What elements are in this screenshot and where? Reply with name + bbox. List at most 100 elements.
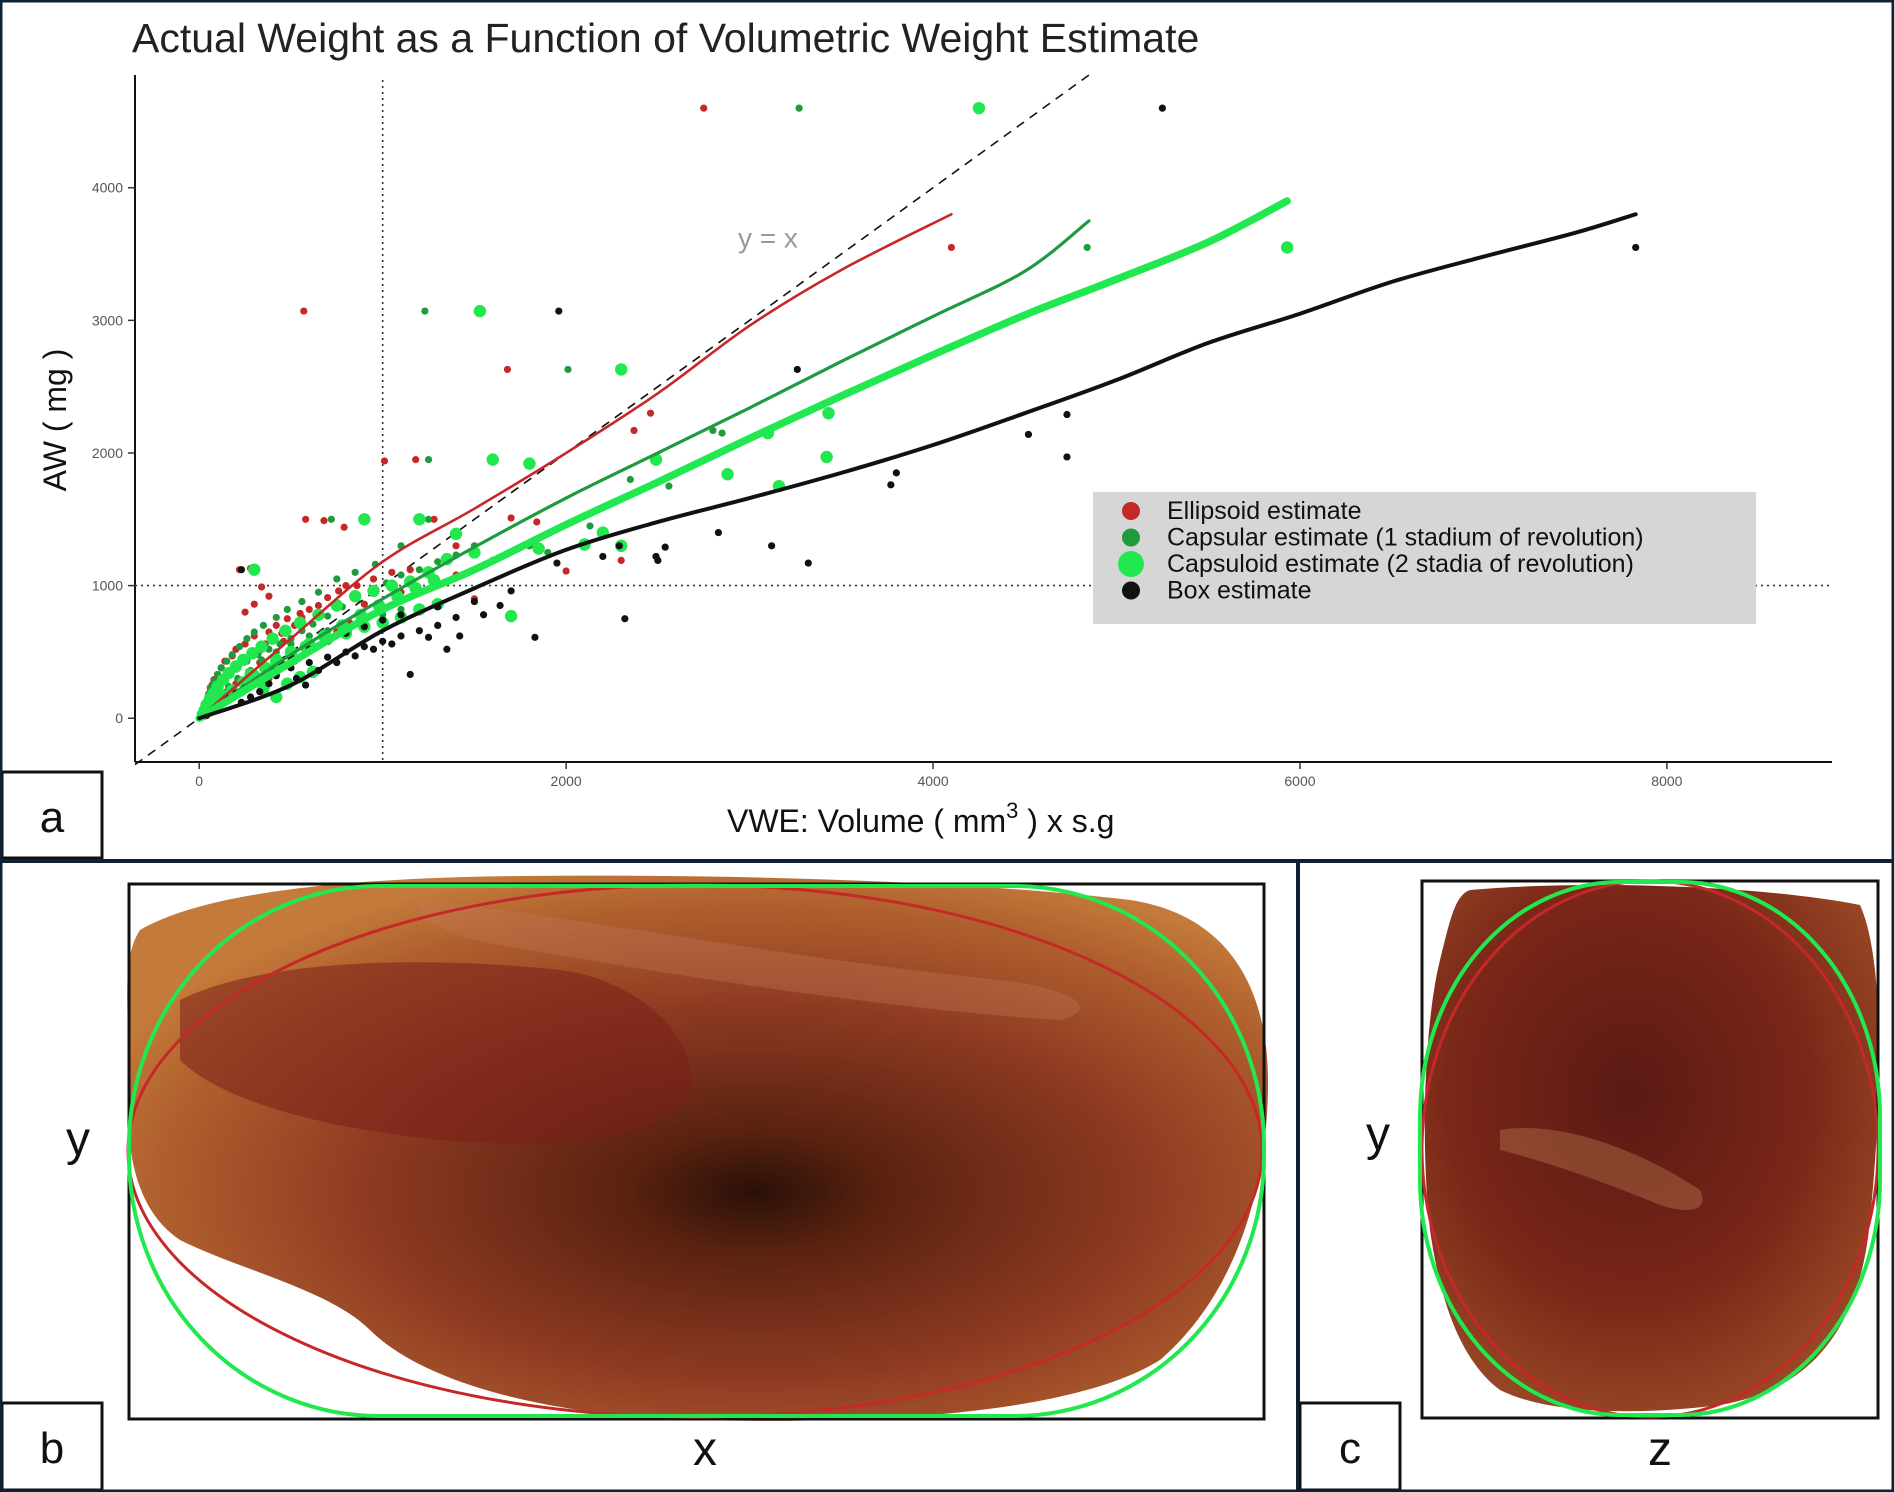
- data-point-box: [360, 643, 368, 651]
- data-point-capsuloid: [358, 513, 371, 526]
- data-point-box: [351, 652, 359, 660]
- data-point-capsular: [397, 571, 405, 579]
- data-point-capsular: [223, 657, 231, 665]
- data-point-capsular: [305, 632, 313, 640]
- legend-label-capsular: Capsular estimate (1 stadium of revoluti…: [1167, 524, 1644, 552]
- data-point-ellipsoid: [617, 556, 625, 565]
- data-point-capsuloid: [348, 590, 362, 603]
- panel-a-label: a: [40, 793, 65, 842]
- data-point-capsuloid: [293, 616, 307, 629]
- data-point-capsular: [1083, 243, 1091, 252]
- data-point-ellipsoid: [412, 456, 420, 464]
- panel-c-y-label: y: [1366, 1108, 1390, 1161]
- data-point-capsular: [314, 588, 323, 596]
- y-axis-label: AW ( mg ): [37, 349, 73, 492]
- data-point-capsular: [626, 475, 634, 484]
- legend-background: [1093, 492, 1756, 624]
- panel-divider-vertical: [1296, 861, 1300, 1492]
- data-point-box: [654, 556, 662, 565]
- data-point-capsuloid: [532, 542, 545, 555]
- data-point-ellipsoid: [360, 600, 368, 608]
- data-point-box: [615, 542, 623, 550]
- data-point-capsular: [243, 635, 251, 643]
- data-point-box: [714, 528, 723, 537]
- data-point-capsuloid: [367, 584, 380, 598]
- data-point-ellipsoid: [406, 566, 414, 574]
- panel-a-label-box: [0, 770, 104, 860]
- y-tick-label: 4000: [92, 180, 123, 196]
- seed-end-highlight: [1500, 1128, 1703, 1210]
- seed-side-highlight: [180, 962, 692, 1144]
- data-point-ellipsoid: [257, 583, 266, 591]
- capsuloid-outline-side: [127, 884, 1266, 1418]
- data-point-capsuloid: [246, 647, 259, 660]
- data-point-capsular: [665, 482, 673, 490]
- data-point-capsuloid: [413, 513, 426, 526]
- panel-b: y x b: [0, 863, 1296, 1492]
- data-point-capsuloid: [486, 453, 499, 466]
- data-point-box: [406, 670, 414, 679]
- data-point-capsular: [250, 628, 258, 636]
- panel-c-label: c: [1339, 1424, 1361, 1473]
- data-point-ellipsoid: [630, 426, 638, 435]
- data-point-capsular: [283, 605, 291, 614]
- seed-side-ridge: [418, 900, 1080, 1020]
- x-tick-label: 6000: [1284, 773, 1315, 789]
- x-tick-label: 4000: [917, 773, 948, 789]
- data-point-capsular: [228, 650, 236, 659]
- data-point-capsular: [718, 429, 726, 437]
- legend-swatch-box: [1122, 581, 1140, 600]
- x-axis-label-suffix: ) x s.g: [1018, 803, 1114, 839]
- data-point-capsular: [795, 104, 803, 112]
- data-point-box: [265, 680, 273, 688]
- plot-area: 0 2000 4000 6000 8000 0 1000 2000 3000 4000 y = x: [92, 74, 1832, 789]
- data-point-box: [452, 613, 460, 622]
- data-point-box: [379, 637, 387, 645]
- data-point-capsular: [351, 568, 359, 576]
- identity-line-label: y = x: [738, 222, 798, 253]
- data-point-ellipsoid: [503, 365, 512, 374]
- data-point-capsular: [287, 640, 295, 648]
- panel-a: Actual Weight as a Function of Volumetri…: [0, 2, 1892, 860]
- data-point-box: [1632, 243, 1640, 252]
- data-point-ellipsoid: [369, 575, 378, 583]
- y-tick-label: 0: [115, 710, 123, 726]
- data-point-capsuloid: [255, 640, 268, 653]
- data-point-ellipsoid: [388, 568, 396, 576]
- y-tick-label: 2000: [92, 445, 123, 461]
- panel-c-label-box: [1298, 1401, 1402, 1492]
- data-point-box: [369, 645, 378, 653]
- data-point-box: [555, 307, 563, 315]
- data-point-ellipsoid: [302, 515, 310, 523]
- x-axis-label-sup: 3: [1006, 798, 1018, 823]
- data-point-capsular: [424, 456, 433, 464]
- data-point-box: [1063, 410, 1071, 419]
- data-point-box: [1158, 104, 1166, 112]
- y-tick-label: 3000: [92, 312, 123, 328]
- data-point-box: [388, 640, 396, 648]
- data-point-ellipsoid: [272, 621, 280, 629]
- data-point-ellipsoid: [533, 518, 541, 526]
- ylabel-group: AW ( mg ): [37, 349, 73, 492]
- panel-a-background: [2, 2, 1892, 859]
- data-point-ellipsoid: [646, 409, 655, 417]
- data-point-capsuloid: [248, 563, 261, 576]
- legend-swatch-capsular: [1122, 528, 1140, 547]
- data-point-capsular: [421, 307, 429, 315]
- data-point-capsular: [434, 558, 442, 566]
- fit-curve-box: [197, 212, 1638, 721]
- data-point-box: [360, 623, 368, 631]
- data-point-capsuloid: [266, 632, 279, 645]
- data-point-capsuloid: [385, 579, 399, 592]
- data-point-box: [324, 653, 332, 661]
- data-point-box: [443, 645, 451, 653]
- panel-c: y z c: [1298, 863, 1892, 1492]
- data-point-box: [302, 681, 310, 689]
- data-point-capsular: [333, 575, 341, 583]
- data-point-ellipsoid: [324, 593, 332, 602]
- data-point-box: [768, 542, 776, 550]
- data-point-capsular: [298, 597, 306, 606]
- data-point-ellipsoid: [283, 615, 291, 623]
